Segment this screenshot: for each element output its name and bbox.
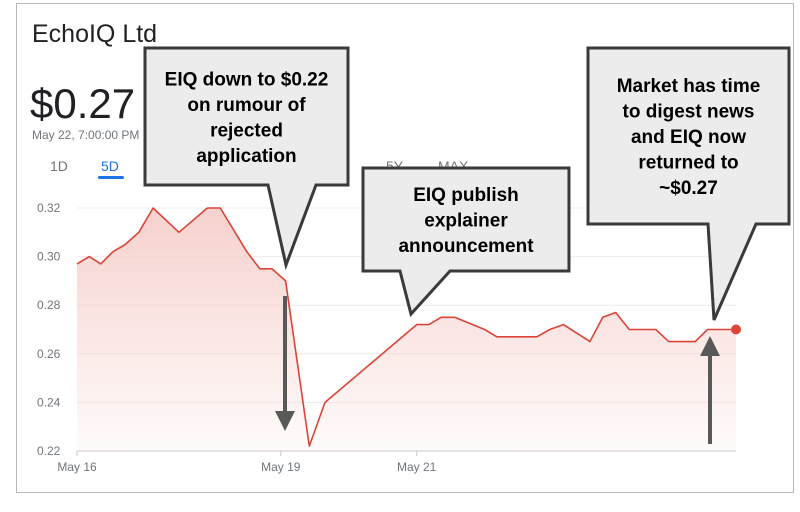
callout-text: EIQ publish <box>413 185 519 206</box>
active-tab-indicator <box>98 176 124 179</box>
price-timestamp: May 22, 7:00:00 PM <box>32 128 140 142</box>
company-name: EchoIQ Ltd <box>32 20 158 48</box>
current-price: $0.27 <box>30 80 136 127</box>
x-tick-label: May 21 <box>397 460 437 474</box>
callout-text: application <box>196 146 296 167</box>
callout-text: and EIQ now <box>631 127 746 148</box>
callout-box <box>361 166 571 318</box>
price-line <box>76 207 736 447</box>
range-tab-1d[interactable]: 1D <box>50 158 68 174</box>
y-tick-label: 0.28 <box>37 298 61 312</box>
last-price-dot <box>731 324 741 335</box>
x-tick-label: May 19 <box>261 460 301 474</box>
callout-text: announcement <box>398 236 534 257</box>
callout-text: explainer <box>424 211 508 232</box>
callout-text: EIQ down to $0.22 <box>165 69 329 90</box>
down-arrow-head <box>275 411 295 431</box>
y-tick-label: 0.22 <box>37 444 61 458</box>
x-tick-label: May 16 <box>57 460 97 474</box>
callout-text: ~$0.27 <box>659 178 718 199</box>
callout-box <box>143 46 350 271</box>
up-arrow-head <box>700 336 720 356</box>
callout-text: on rumour of <box>187 95 306 116</box>
range-tab-5d[interactable]: 5D <box>101 158 119 174</box>
y-tick-label: 0.32 <box>37 201 61 215</box>
y-tick-label: 0.26 <box>37 347 61 361</box>
callout-text: returned to <box>638 153 738 174</box>
y-tick-label: 0.30 <box>37 250 61 264</box>
callout-box <box>586 46 791 321</box>
callout-text: to digest news <box>623 102 755 123</box>
area-fill <box>77 208 736 451</box>
y-tick-label: 0.24 <box>37 395 61 409</box>
callout-text: Market has time <box>617 76 761 97</box>
callout-text: rejected <box>210 120 283 141</box>
